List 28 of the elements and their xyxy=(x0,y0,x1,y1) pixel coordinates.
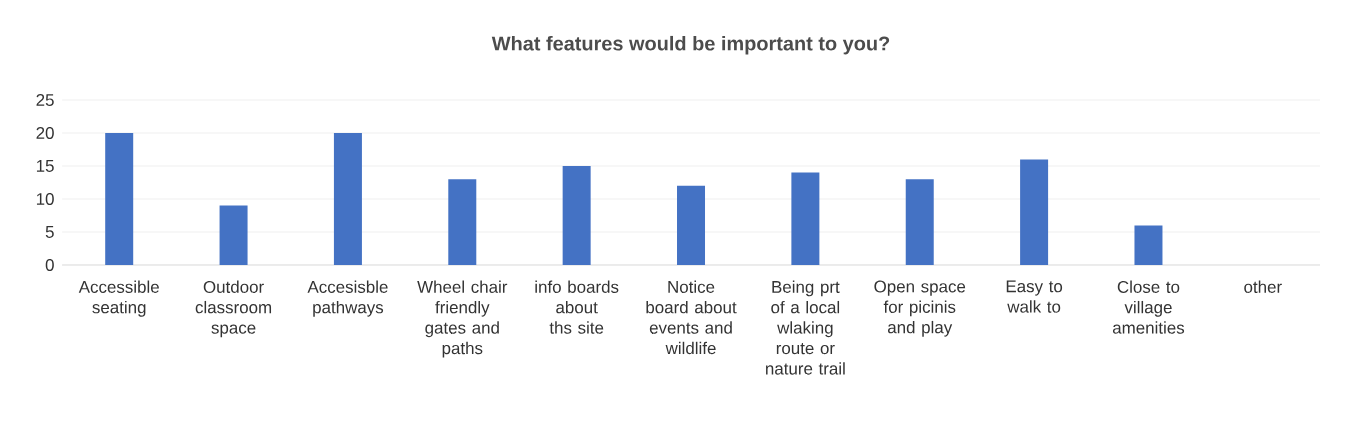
x-tick-label: Accesisble pathways xyxy=(307,280,388,317)
x-tick-label: Notice board about events and wildlife xyxy=(646,280,737,355)
bar xyxy=(1134,225,1163,265)
bar xyxy=(905,179,934,265)
bar xyxy=(105,132,134,265)
y-tick-label: 20 xyxy=(36,126,54,139)
bar xyxy=(1020,159,1049,265)
x-tick-label: Open space for picinis and play xyxy=(874,280,966,337)
y-tick-label: 5 xyxy=(45,226,54,238)
x-tick-label: Accessible seating xyxy=(78,280,159,317)
x-tick-label: other xyxy=(1244,280,1282,293)
x-tick-label: info boards about ths site xyxy=(535,280,619,334)
bar xyxy=(562,165,591,265)
x-tick-label: Being prt of a local wlaking route or nature trail xyxy=(766,280,845,375)
y-tick-label: 0 xyxy=(45,258,54,271)
y-tick-label: 10 xyxy=(36,192,54,205)
bar xyxy=(448,179,477,265)
bar xyxy=(333,132,362,265)
chart-title: What features would be important to you? xyxy=(491,35,890,55)
x-tick-label: Easy to walk to xyxy=(1006,280,1063,313)
bar xyxy=(677,185,706,265)
x-tick-label: Close to village amenities xyxy=(1112,280,1185,334)
y-tick-label: 25 xyxy=(36,93,54,106)
y-tick-label: 15 xyxy=(36,160,54,172)
bar xyxy=(791,172,820,265)
x-tick-label: Wheel chair friendly gates and paths xyxy=(417,280,508,358)
bar xyxy=(219,205,248,265)
x-tick-label: Outdoor classroom space xyxy=(195,280,272,338)
